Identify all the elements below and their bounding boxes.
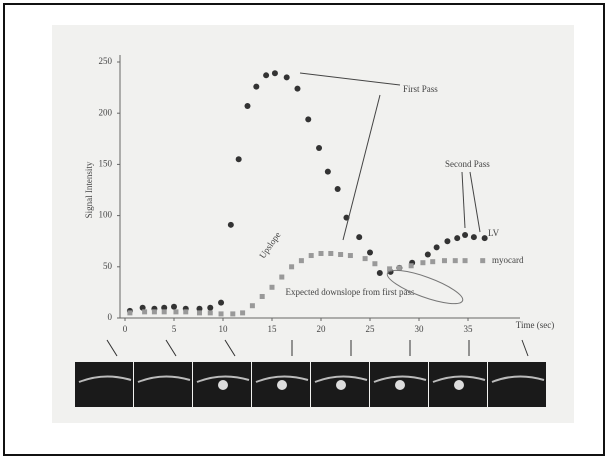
myocard-point: [430, 259, 435, 264]
mr-frame: [75, 362, 133, 407]
lv-point: [444, 238, 450, 244]
y-tick-label: 0: [108, 312, 113, 322]
annotation: Second Pass: [445, 159, 490, 169]
lv-point: [207, 305, 213, 311]
myocard-point: [480, 258, 485, 263]
myocard-point: [173, 309, 178, 314]
page: {"chart_data":{"type":"scatter","y_label…: [0, 0, 608, 464]
x-tick-label: 10: [219, 324, 229, 334]
myocard-point: [230, 311, 235, 316]
myocard-point: [453, 258, 458, 263]
x-tick-label: 5: [172, 324, 177, 334]
myocard-point: [152, 309, 157, 314]
lv-point: [335, 186, 341, 192]
myocard-point: [270, 285, 275, 290]
lv-point: [236, 156, 242, 162]
myocard-point: [409, 263, 414, 268]
myocard-point: [299, 258, 304, 263]
x-axis-label: Time (sec): [516, 320, 554, 330]
mr-frame: [134, 362, 192, 407]
lv-point: [284, 74, 290, 80]
myocard-point: [348, 253, 353, 258]
mr-blob: [218, 380, 228, 390]
y-tick-label: 100: [99, 210, 113, 220]
y-axis-label: Signal Intensity: [84, 161, 94, 218]
lv-point: [245, 103, 251, 109]
x-tick-label: 0: [123, 324, 128, 334]
x-tick-label: 30: [415, 324, 425, 334]
myocard-point: [463, 258, 468, 263]
y-tick-label: 150: [99, 158, 113, 168]
y-tick-label: 50: [103, 261, 113, 271]
mr-blob: [336, 380, 346, 390]
lv-point: [471, 234, 477, 240]
lv-point: [263, 72, 269, 78]
lv-point: [272, 70, 278, 76]
myocard-point: [240, 310, 245, 315]
myocard-point: [319, 251, 324, 256]
lv-point: [218, 300, 224, 306]
x-tick-label: 15: [268, 324, 278, 334]
mr-blob: [277, 380, 287, 390]
lv-point: [305, 116, 311, 122]
myocard-point: [289, 264, 294, 269]
mr-blob: [395, 380, 405, 390]
y-tick-label: 250: [99, 56, 113, 66]
annotation: Expected downslope from first pass: [286, 287, 415, 297]
lv-point: [325, 169, 331, 175]
x-tick-label: 35: [464, 324, 474, 334]
myocard-point: [250, 303, 255, 308]
annotation: LV: [488, 228, 500, 238]
chart: Signal Intensity Time (sec) 050100150200…: [0, 0, 608, 459]
myocard-point: [372, 261, 377, 266]
myocard-point: [260, 294, 265, 299]
lv-point: [425, 252, 431, 258]
mr-frame: [488, 362, 546, 407]
myocard-point: [197, 310, 202, 315]
myocard-point: [142, 309, 147, 314]
x-tick-label: 20: [317, 324, 327, 334]
myocard-point: [442, 258, 447, 263]
myocard-point: [309, 253, 314, 258]
annotation: myocard: [492, 255, 524, 265]
myocard-point: [279, 275, 284, 280]
myocard-point: [208, 310, 213, 315]
lv-point: [228, 222, 234, 228]
myocard-point: [219, 311, 224, 316]
lv-point: [367, 249, 373, 255]
myocard-point: [162, 309, 167, 314]
x-tick-label: 25: [366, 324, 376, 334]
myocard-point: [397, 265, 402, 270]
lv-point: [316, 145, 322, 151]
lv-point: [294, 86, 300, 92]
myocard-point: [127, 310, 132, 315]
lv-point: [253, 84, 259, 90]
lv-point: [377, 270, 383, 276]
lv-point: [462, 232, 468, 238]
myocard-point: [420, 260, 425, 265]
y-tick-label: 200: [99, 107, 113, 117]
myocard-point: [183, 309, 188, 314]
annotation: First Pass: [403, 84, 438, 94]
myocard-point: [338, 252, 343, 257]
lv-point: [434, 244, 440, 250]
lv-point: [356, 234, 362, 240]
myocard-point: [363, 256, 368, 261]
lv-point: [171, 304, 177, 310]
myocard-point: [328, 251, 333, 256]
mr-blob: [454, 380, 464, 390]
lv-point: [482, 235, 488, 241]
lv-point: [454, 235, 460, 241]
